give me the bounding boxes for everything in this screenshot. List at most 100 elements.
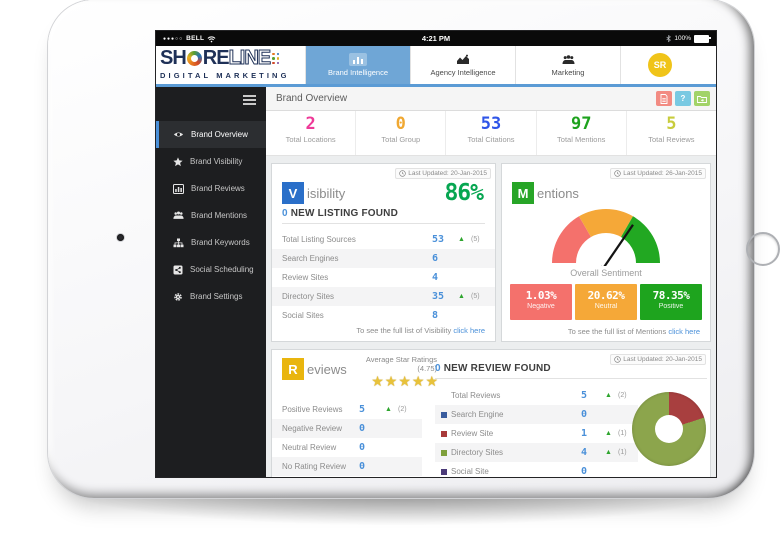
app-header: SH RE LINE DIGITAL MARKETING xyxy=(156,46,716,87)
table-row: Negative Review 0 xyxy=(272,419,422,438)
file-pdf-icon xyxy=(660,93,668,104)
gear-icon xyxy=(174,292,182,301)
sidebar-item-brand-mentions[interactable]: Brand Mentions xyxy=(156,202,266,229)
tablet-home-button[interactable] xyxy=(746,232,780,266)
tab-agency-intelligence[interactable]: Agency Intelligence xyxy=(410,46,515,84)
bar-chart-icon xyxy=(173,183,184,194)
sidebar-collapse-icon[interactable] xyxy=(243,95,256,107)
sidebar-item-brand-reviews[interactable]: Brand Reviews xyxy=(156,175,266,202)
up-triangle-icon: ▲ xyxy=(458,293,465,300)
clock-time: 4:21 PM xyxy=(421,34,451,43)
row-value: 5 xyxy=(581,390,588,401)
legend-swatch-social-site xyxy=(441,468,447,475)
reviews-card: Last Updated: 20-Jan-2015 R eviews Avera… xyxy=(271,349,711,477)
sidebar-item-brand-keywords[interactable]: Brand Keywords xyxy=(156,229,266,256)
main-nav-tabs: Brand Intelligence Agency Intelligence M… xyxy=(305,46,620,84)
page-title: Brand Overview xyxy=(276,93,348,104)
sentiment-label: Positive xyxy=(658,303,684,310)
stat-total-reviews: 5 Total Reviews xyxy=(627,111,716,155)
legend-swatch-directory-sites xyxy=(441,449,447,456)
pdf-export-button[interactable] xyxy=(656,91,672,106)
row-value: 6 xyxy=(432,253,439,264)
up-triangle-icon: ▲ xyxy=(605,392,612,399)
sidebar: Brand Overview Brand Visibility Brand Re… xyxy=(156,87,266,477)
logo-multicolor-o-icon xyxy=(186,51,202,66)
row-value: 5 xyxy=(359,404,366,415)
app-screen: ●●●○○ BELL 4:21 PM 100% xyxy=(156,31,716,477)
user-avatar[interactable]: SR xyxy=(648,53,672,77)
stat-value: 5 xyxy=(666,114,677,134)
sidebar-item-brand-overview[interactable]: Brand Overview xyxy=(156,121,266,148)
clock-icon xyxy=(614,170,621,177)
stat-label: Total Group xyxy=(381,135,421,144)
legend-swatch-review-site xyxy=(441,430,447,437)
table-row: Social Sites 8 xyxy=(272,306,495,325)
row-delta: (1) xyxy=(618,449,627,456)
sidebar-item-label: Brand Mentions xyxy=(191,211,248,220)
new-listing-count: 0 xyxy=(282,208,288,219)
sidebar-item-label: Social Scheduling xyxy=(190,265,254,274)
bar-chart-icon xyxy=(349,53,367,66)
row-delta: (5) xyxy=(471,293,480,300)
sidebar-item-label: Brand Reviews xyxy=(191,184,245,193)
battery-percent-label: 100% xyxy=(674,35,691,42)
row-label: Directory Sites xyxy=(282,292,335,301)
last-updated-badge: Last Updated: 20-Jan-2015 xyxy=(610,354,706,365)
help-button[interactable]: ? xyxy=(675,91,691,106)
stat-value: 53 xyxy=(480,114,502,134)
mentions-card: Last Updated: 26-Jan-2015 M entions xyxy=(501,163,711,342)
last-updated-text: Last Updated: 20-Jan-2015 xyxy=(408,170,487,177)
kpi-stats-row: 2 Total Locations 0 Total Group 53 Total… xyxy=(266,111,716,156)
table-row: Search Engine 0 xyxy=(435,405,638,424)
sentiment-value: 1.03% xyxy=(525,289,557,302)
tab-marketing[interactable]: Marketing xyxy=(515,46,620,84)
avg-star-label: Average Star Ratings xyxy=(365,355,437,364)
row-delta: (1) xyxy=(618,430,627,437)
up-triangle-icon: ▲ xyxy=(605,449,612,456)
bluetooth-icon xyxy=(666,31,672,48)
avg-star-value: (4.75) xyxy=(417,364,437,373)
table-row: Total Listing Sources 53 ▲ (5) xyxy=(272,230,495,249)
sentiment-boxes: 1.03% Negative 20.62% Neutral 78.35% Pos… xyxy=(510,284,702,320)
gauge-label: Overall Sentiment xyxy=(570,268,642,278)
row-label: Positive Reviews xyxy=(282,405,343,414)
logo-colon-dots-icon xyxy=(272,52,280,65)
mentions-full-list-link[interactable]: click here xyxy=(668,327,700,336)
footer-text: To see the full list of Visibility xyxy=(356,326,454,335)
up-triangle-icon: ▲ xyxy=(385,406,392,413)
row-value: 0 xyxy=(359,423,366,434)
tab-label: Agency Intelligence xyxy=(430,68,496,77)
visibility-full-list-link[interactable]: click here xyxy=(453,326,485,335)
tablet-frame: ●●●○○ BELL 4:21 PM 100% xyxy=(48,0,780,498)
stat-value: 2 xyxy=(305,114,316,134)
up-triangle-icon: ▲ xyxy=(605,430,612,437)
legend-swatch-search-engine xyxy=(441,411,447,418)
sentiment-negative: 1.03% Negative xyxy=(510,284,572,320)
stat-total-mentions: 97 Total Mentions xyxy=(537,111,627,155)
star-icon xyxy=(173,156,183,166)
logo-text-sh: SH xyxy=(160,47,187,69)
sentiment-value: 20.62% xyxy=(587,289,625,302)
status-bar: ●●●○○ BELL 4:21 PM 100% xyxy=(156,31,716,46)
new-listing-text: NEW LISTING FOUND xyxy=(287,208,399,219)
sidebar-item-brand-settings[interactable]: Brand Settings xyxy=(156,283,266,310)
row-label: Review Sites xyxy=(282,273,329,282)
tab-label: Marketing xyxy=(551,68,585,77)
row-value: 1 xyxy=(581,428,588,439)
sidebar-item-brand-visibility[interactable]: Brand Visibility xyxy=(156,148,266,175)
logo-text-re: RE xyxy=(202,47,230,69)
row-label: Directory Sites xyxy=(451,448,504,457)
wifi-icon xyxy=(207,31,216,48)
reviews-donut-chart xyxy=(632,392,706,466)
tab-label: Brand Intelligence xyxy=(327,68,389,77)
tab-brand-intelligence[interactable]: Brand Intelligence xyxy=(305,46,410,84)
star-rating-icons: ★★★★★ xyxy=(371,373,439,389)
sidebar-item-social-scheduling[interactable]: Social Scheduling xyxy=(156,256,266,283)
visibility-rows: Total Listing Sources 53 ▲ (5) Search En… xyxy=(272,230,495,325)
stat-total-citations: 53 Total Citations xyxy=(446,111,537,155)
up-triangle-icon: ▲ xyxy=(458,236,465,243)
export-button[interactable] xyxy=(694,91,710,106)
row-label: No Rating Review xyxy=(282,462,347,471)
battery-icon xyxy=(694,34,711,43)
row-delta: (5) xyxy=(471,236,480,243)
